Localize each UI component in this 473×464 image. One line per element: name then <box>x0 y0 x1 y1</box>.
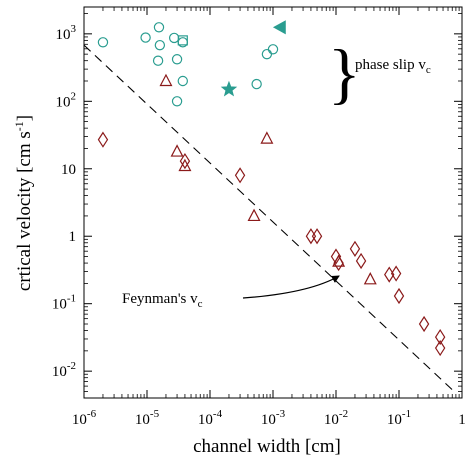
circle-point <box>177 37 188 48</box>
diamond-point <box>179 152 191 170</box>
y-tick-label: 10 <box>61 162 76 178</box>
phase-slip-brace: } <box>328 35 361 111</box>
diamond-point <box>234 167 246 184</box>
diamond-point <box>434 339 446 357</box>
phase-slip-label: phase slip vc <box>355 57 431 76</box>
circle-point <box>251 78 262 90</box>
diamond-point <box>330 248 342 265</box>
diamond-point <box>305 228 317 245</box>
axes: 10-6 10-5 10-4 10-3 10-2 10-1 1 10-2 10-1 1 10 102 1… <box>52 7 466 428</box>
circle-point <box>97 37 109 48</box>
diamond-point <box>355 252 367 270</box>
triangle-point <box>363 271 377 285</box>
x-tick-label: 10-3 <box>261 408 286 428</box>
triangle-point <box>247 208 261 222</box>
triangle-point <box>332 254 346 267</box>
circle-point <box>261 48 273 60</box>
y-tick-label: 10-2 <box>52 360 76 380</box>
data-marks <box>97 20 446 357</box>
triangle-point <box>260 131 274 144</box>
diamond-point <box>311 228 323 245</box>
circle-point <box>140 32 151 43</box>
circle-point <box>153 22 165 33</box>
circle-point <box>171 54 183 65</box>
triangle-left-point <box>272 20 286 35</box>
x-axis-label: channel width [cm] <box>193 436 341 457</box>
diamond-point <box>390 265 402 282</box>
circle-point <box>152 55 164 66</box>
x-tick-label: 10-1 <box>387 408 411 428</box>
feynman-critical-velocity-line <box>83 44 455 392</box>
x-tick-label: 10-4 <box>198 408 223 428</box>
circle-point <box>154 39 166 51</box>
feynman-label: Feynman's vc <box>122 291 203 310</box>
x-tick-label: 10-2 <box>324 408 348 428</box>
y-tick-label: 103 <box>56 23 77 43</box>
x-tick-label: 10-6 <box>72 408 97 428</box>
x-tick-label: 10-5 <box>135 408 160 428</box>
diamond-point <box>349 240 361 257</box>
circle-point <box>267 44 279 55</box>
y-tick-label: 102 <box>56 90 77 110</box>
circle-point <box>168 32 180 44</box>
y-tick-label: 10-1 <box>52 293 76 313</box>
triangle-point <box>178 158 192 172</box>
circle-point <box>171 96 183 107</box>
triangle-point <box>159 73 173 87</box>
square-point <box>177 35 188 46</box>
diamond-point <box>97 131 109 148</box>
circle-point <box>177 75 188 87</box>
feynman-arrow <box>242 275 340 299</box>
diamond-point <box>393 287 405 305</box>
x-tick-label: 1 <box>458 412 466 428</box>
y-tick-label: 1 <box>69 229 77 245</box>
diamond-point <box>434 328 446 346</box>
diamond-point <box>418 315 430 333</box>
triangle-point <box>170 144 184 157</box>
y-axis-label: crtical velocity [cm s-1] <box>12 115 35 291</box>
star-point <box>220 80 238 97</box>
